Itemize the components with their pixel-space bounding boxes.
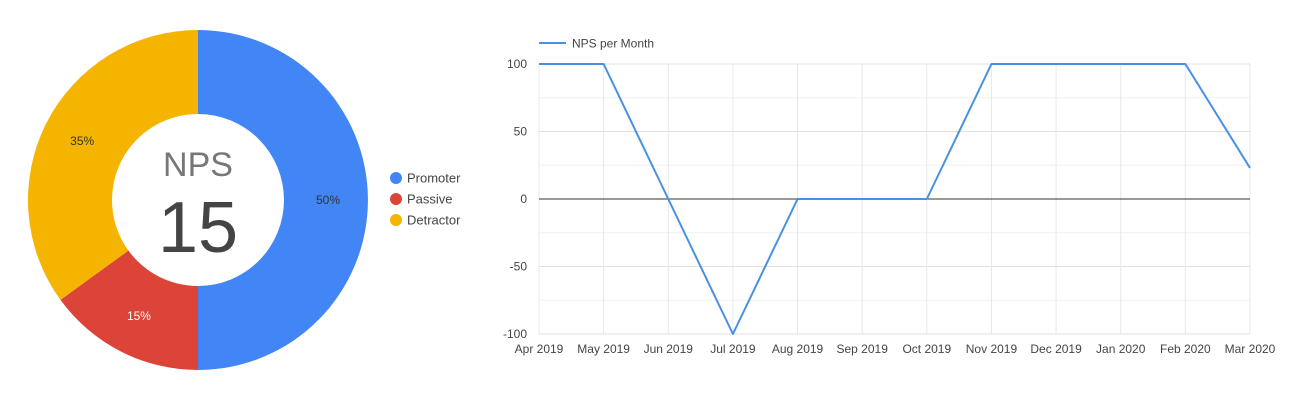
y-tick-label: 50 <box>514 125 528 139</box>
x-tick-label: Nov 2019 <box>966 342 1018 356</box>
data-point[interactable] <box>1051 59 1061 69</box>
x-tick-label: Sep 2019 <box>836 342 888 356</box>
nps-donut-chart: 50% 15% 35% NPS 15 Promoter Passive Detractor <box>0 0 480 400</box>
x-tick-label: Apr 2019 <box>515 342 564 356</box>
legend-item-passive[interactable]: Passive <box>390 192 453 207</box>
data-point[interactable] <box>1116 59 1126 69</box>
legend-swatch <box>390 214 402 226</box>
x-tick-label: Mar 2020 <box>1225 342 1276 356</box>
x-tick-label: Feb 2020 <box>1160 342 1211 356</box>
center-label: NPS <box>163 146 233 184</box>
series-line-nps-per-month[interactable] <box>539 63 1251 335</box>
data-point[interactable] <box>1180 59 1190 69</box>
legend-label: Promoter <box>407 171 461 186</box>
x-tick-label: Jun 2019 <box>644 342 694 356</box>
legend-item-nps-per-month[interactable]: NPS per Month <box>539 37 654 51</box>
x-tick-label: May 2019 <box>577 342 630 356</box>
data-point[interactable] <box>793 194 803 204</box>
slice-label-passive: 15% <box>127 309 151 323</box>
data-point[interactable] <box>922 194 932 204</box>
data-point[interactable] <box>663 194 673 204</box>
x-tick-label: Oct 2019 <box>902 342 951 356</box>
x-tick-label: Jul 2019 <box>710 342 756 356</box>
legend-item-promoter[interactable]: Promoter <box>390 171 461 186</box>
slice-detractor[interactable] <box>28 30 198 300</box>
legend-label: Passive <box>407 192 453 207</box>
legend-swatch <box>390 172 402 184</box>
x-tick-label: Jan 2020 <box>1096 342 1146 356</box>
y-tick-label: 0 <box>520 192 527 206</box>
legend-item-detractor[interactable]: Detractor <box>390 213 461 228</box>
slice-passive[interactable] <box>60 250 199 370</box>
x-tick-label: Aug 2019 <box>772 342 824 356</box>
slice-promoter[interactable] <box>198 30 368 370</box>
data-point[interactable] <box>857 194 867 204</box>
data-point[interactable] <box>1245 163 1255 173</box>
data-point[interactable] <box>534 59 544 69</box>
data-point[interactable] <box>599 59 609 69</box>
nps-donut-svg: 50% 15% 35% NPS 15 Promoter Passive Detractor <box>28 30 461 370</box>
data-point[interactable] <box>728 329 738 339</box>
y-tick-label: 100 <box>507 57 527 71</box>
legend-swatch <box>390 193 402 205</box>
y-tick-label: -50 <box>510 260 528 274</box>
center-value: 15 <box>158 188 238 268</box>
data-point[interactable] <box>986 59 996 69</box>
slice-label-detractor: 35% <box>70 134 94 148</box>
legend-label: Detractor <box>407 213 461 228</box>
legend-label: NPS per Month <box>572 37 654 51</box>
x-tick-label: Dec 2019 <box>1030 342 1082 356</box>
slice-label-promoter: 50% <box>316 193 340 207</box>
y-tick-label: -100 <box>503 327 527 341</box>
nps-line-chart: NPS per Month 100 50 0 -50 -100 Apr 2019 May 20… <box>480 0 1299 400</box>
